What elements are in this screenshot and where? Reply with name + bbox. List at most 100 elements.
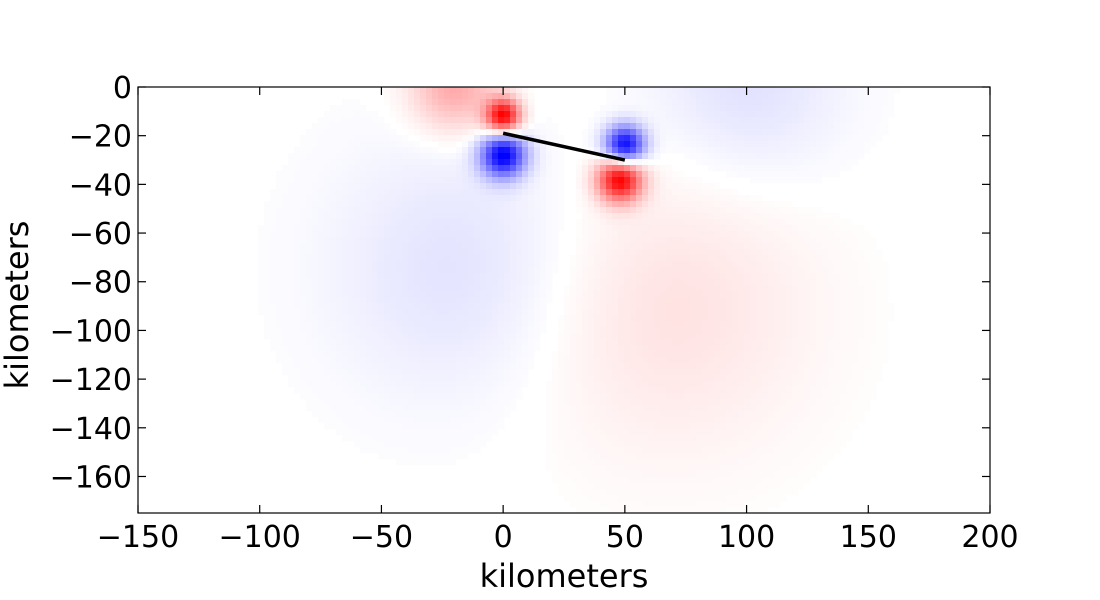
heatmap-cell xyxy=(762,111,769,118)
heatmap-cell xyxy=(396,309,403,316)
heatmap-cell xyxy=(510,225,517,232)
heatmap-cell xyxy=(486,159,493,166)
heatmap-cell xyxy=(618,213,625,220)
heatmap-cell xyxy=(360,165,367,172)
heatmap-cell xyxy=(426,327,433,334)
heatmap-cell xyxy=(834,273,841,280)
heatmap-cell xyxy=(390,153,397,160)
heatmap-cell xyxy=(324,363,331,370)
heatmap-cell xyxy=(864,237,871,244)
heatmap-cell xyxy=(408,315,415,322)
heatmap-cell xyxy=(822,267,829,274)
heatmap-cell xyxy=(564,369,571,376)
heatmap-cell xyxy=(438,177,445,184)
heatmap-cell xyxy=(486,303,493,310)
heatmap-cell xyxy=(522,363,529,370)
heatmap-cell xyxy=(498,213,505,220)
heatmap-cell xyxy=(516,201,523,208)
heatmap-cell xyxy=(654,219,661,226)
heatmap-cell xyxy=(294,159,301,166)
heatmap-cell xyxy=(522,297,529,304)
heatmap-cell xyxy=(474,273,481,280)
heatmap-cell xyxy=(726,105,733,112)
heatmap-cell xyxy=(594,159,601,166)
heatmap-cell xyxy=(660,243,667,250)
heatmap-cell xyxy=(372,399,379,406)
heatmap-cell xyxy=(852,123,859,130)
heatmap-cell xyxy=(276,339,283,346)
heatmap-cell xyxy=(660,267,667,274)
heatmap-cell xyxy=(864,321,871,328)
heatmap-cell xyxy=(516,309,523,316)
heatmap-cell xyxy=(504,273,511,280)
heatmap-cell xyxy=(624,303,631,310)
heatmap-cell xyxy=(510,171,517,178)
heatmap-cell xyxy=(630,273,637,280)
heatmap-cell xyxy=(846,309,853,316)
heatmap-cell xyxy=(354,387,361,394)
heatmap-cell xyxy=(414,153,421,160)
heatmap-cell xyxy=(516,321,523,328)
heatmap-cell xyxy=(564,393,571,400)
heatmap-cell xyxy=(300,279,307,286)
heatmap-cell xyxy=(672,297,679,304)
heatmap-cell xyxy=(540,195,547,202)
heatmap-cell xyxy=(786,309,793,316)
heatmap-cell xyxy=(492,99,499,106)
heatmap-cell xyxy=(504,399,511,406)
heatmap-cell xyxy=(774,267,781,274)
heatmap-cell xyxy=(822,219,829,226)
heatmap-cell xyxy=(402,99,409,106)
heatmap-cell xyxy=(810,375,817,382)
heatmap-cell xyxy=(768,99,775,106)
heatmap-cell xyxy=(510,249,517,256)
heatmap-cell xyxy=(294,375,301,382)
heatmap-cell xyxy=(330,321,337,328)
heatmap-cell xyxy=(588,357,595,364)
heatmap-cell xyxy=(306,261,313,268)
heatmap-cell xyxy=(648,351,655,358)
heatmap-cell xyxy=(678,363,685,370)
heatmap-cell xyxy=(450,87,457,94)
heatmap-cell xyxy=(840,315,847,322)
heatmap-cell xyxy=(786,243,793,250)
heatmap-cell xyxy=(786,219,793,226)
heatmap-cell xyxy=(408,297,415,304)
heatmap-cell xyxy=(522,207,529,214)
heatmap-cell xyxy=(720,135,727,142)
heatmap-cell xyxy=(510,381,517,388)
heatmap-cell xyxy=(468,117,475,124)
heatmap-cell xyxy=(504,333,511,340)
heatmap-cell xyxy=(432,273,439,280)
heatmap-cell xyxy=(420,189,427,196)
heatmap-cell xyxy=(318,363,325,370)
heatmap-cell xyxy=(690,177,697,184)
heatmap-cell xyxy=(510,351,517,358)
heatmap-cell xyxy=(456,351,463,358)
heatmap-cell xyxy=(576,159,583,166)
heatmap-cell xyxy=(288,189,295,196)
heatmap-cell xyxy=(588,147,595,154)
heatmap-cell xyxy=(450,255,457,262)
heatmap-cell xyxy=(654,327,661,334)
heatmap-cell xyxy=(786,375,793,382)
heatmap-cell xyxy=(588,321,595,328)
heatmap-cell xyxy=(444,321,451,328)
heatmap-cell xyxy=(612,327,619,334)
heatmap-cell xyxy=(300,201,307,208)
heatmap-cell xyxy=(870,291,877,298)
heatmap-cell xyxy=(546,243,553,250)
heatmap-cell xyxy=(372,273,379,280)
heatmap-cell xyxy=(876,261,883,268)
heatmap-cell xyxy=(300,213,307,220)
heatmap-cell xyxy=(312,183,319,190)
heatmap-cell xyxy=(408,363,415,370)
heatmap-cell xyxy=(606,261,613,268)
heatmap-cell xyxy=(366,267,373,274)
heatmap-cell xyxy=(750,237,757,244)
heatmap-cell xyxy=(582,255,589,262)
heatmap-cell xyxy=(660,369,667,376)
heatmap-cell xyxy=(804,345,811,352)
heatmap-cell xyxy=(372,327,379,334)
heatmap-cell xyxy=(348,327,355,334)
